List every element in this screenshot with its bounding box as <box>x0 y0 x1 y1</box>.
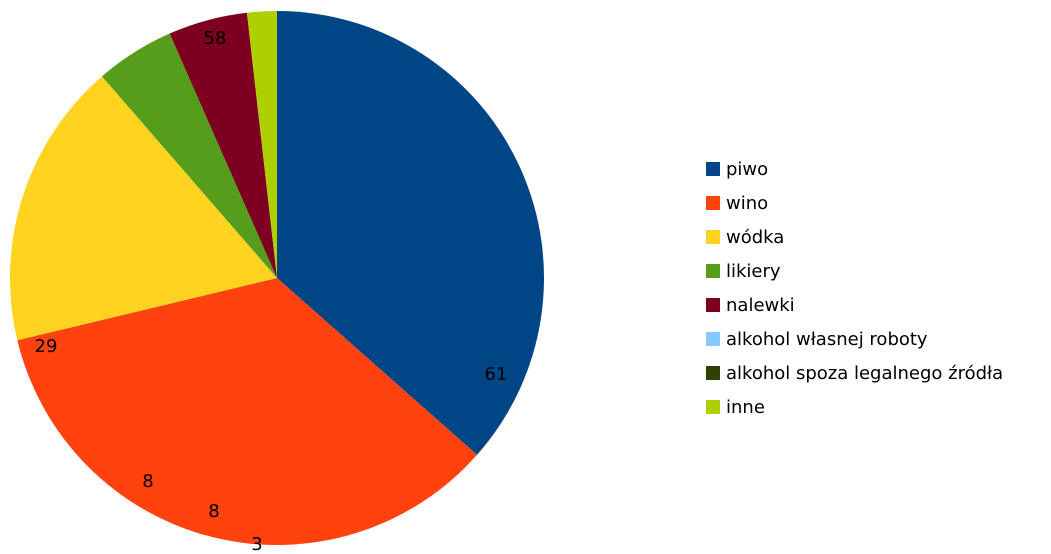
pie-slice-wino <box>17 278 477 545</box>
legend-swatch <box>706 230 720 244</box>
legend-item: wódka <box>706 227 784 248</box>
pie-slice-wódka <box>10 76 278 341</box>
legend-swatch <box>706 332 720 346</box>
data-label-wódka: 29 <box>35 336 58 357</box>
legend-item: nalewki <box>706 295 795 316</box>
legend-label: likiery <box>726 261 781 282</box>
legend-item: likiery <box>706 261 781 282</box>
legend: piwo wino wódka likiery nalewki alkohol własn… <box>706 159 1003 418</box>
legend-item: inne <box>706 397 765 418</box>
legend-swatch <box>706 196 720 210</box>
legend-item: alkohol własnej roboty <box>706 329 928 350</box>
legend-label: inne <box>726 397 765 418</box>
pie-slice-piwo <box>277 11 545 455</box>
legend-label: wódka <box>726 227 784 248</box>
pie-slice-inne <box>246 11 277 278</box>
pie-slice-nalewki <box>169 12 277 278</box>
legend-label: nalewki <box>726 295 795 316</box>
legend-swatch <box>706 366 720 380</box>
legend-swatch <box>706 298 720 312</box>
data-label-piwo: 61 <box>485 364 508 385</box>
legend-swatch <box>706 162 720 176</box>
pie-data-labels: 61 58 29 8 8 3 <box>35 28 508 554</box>
data-label-nalewki: 8 <box>208 501 219 522</box>
legend-item: wino <box>706 193 768 214</box>
data-label-likiery: 8 <box>142 471 153 492</box>
legend-label: piwo <box>726 159 768 180</box>
legend-item: piwo <box>706 159 768 180</box>
pie-slices <box>10 11 545 545</box>
data-label-inne: 3 <box>251 534 262 554</box>
legend-swatch <box>706 400 720 414</box>
pie-slice-likiery <box>101 33 277 278</box>
legend-item: alkohol spoza legalnego źródła <box>706 363 1003 384</box>
data-label-wino: 58 <box>204 28 227 49</box>
legend-label: alkohol własnej roboty <box>726 329 928 350</box>
legend-label: alkohol spoza legalnego źródła <box>726 363 1003 384</box>
legend-swatch <box>706 264 720 278</box>
legend-label: wino <box>726 193 768 214</box>
